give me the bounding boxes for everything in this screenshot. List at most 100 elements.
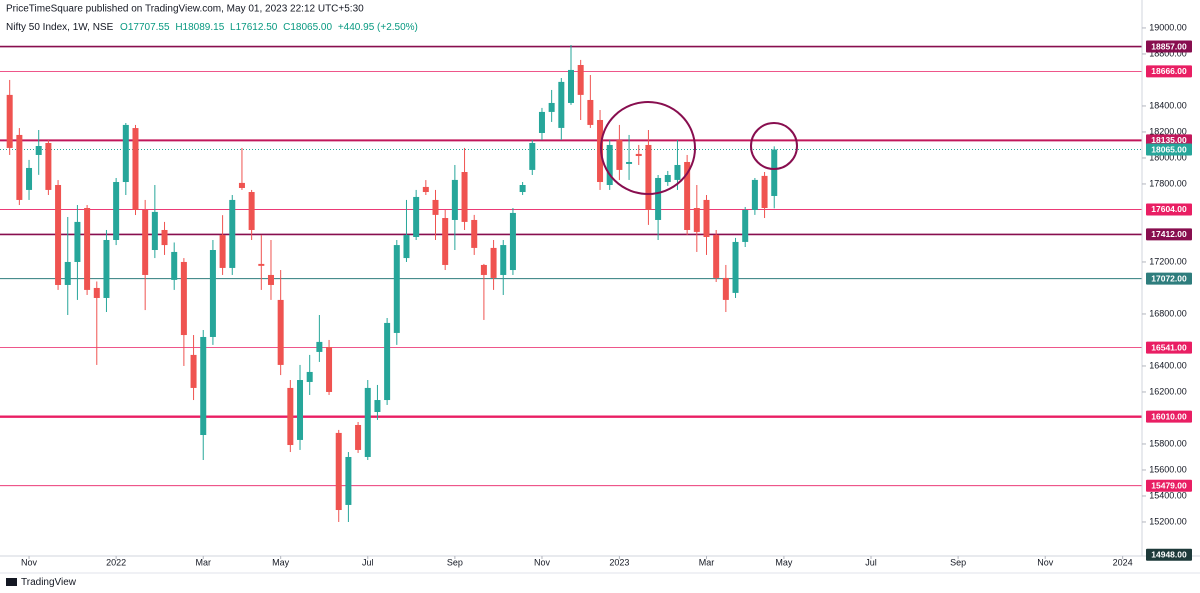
price-line-tag	[1146, 272, 1192, 285]
price-line-tag	[1146, 410, 1192, 423]
candle-body	[451, 179, 458, 220]
brand-name: TradingView	[21, 577, 77, 588]
brand-icon	[6, 578, 17, 586]
price-line-tag	[1146, 479, 1192, 492]
ohlc-change: +440.95 (+2.50%)	[338, 22, 418, 33]
price-line-label: 17072.00	[1151, 273, 1187, 283]
candle-body	[45, 143, 52, 190]
candle-body	[74, 221, 81, 262]
y-tick-label: 16200.00	[1149, 386, 1187, 396]
scale-marker-tag	[1146, 548, 1192, 561]
candle-body	[393, 245, 400, 333]
x-tick-label: 2022	[106, 557, 126, 567]
candle-body	[335, 432, 342, 511]
x-tick-label: May	[272, 557, 290, 567]
candle-body	[64, 261, 71, 285]
price-line-label: 15479.00	[1151, 480, 1187, 490]
y-tick-label: 15200.00	[1149, 516, 1187, 526]
x-tick-label: Mar	[699, 557, 715, 567]
candle-body	[258, 263, 265, 266]
x-tick-label: Jul	[362, 557, 374, 567]
candle-body	[490, 247, 497, 278]
candle-body	[16, 134, 23, 200]
candle-body	[509, 212, 516, 271]
candle-body	[229, 199, 236, 268]
candle-body	[209, 250, 216, 337]
candle-body	[577, 65, 584, 95]
candle-body	[297, 380, 304, 440]
ohlc-open: O17707.55	[120, 22, 170, 33]
price-line-tag	[1146, 65, 1192, 78]
candle-body	[684, 161, 691, 230]
ohlc-high: H18089.15	[175, 22, 224, 33]
candle-body	[316, 341, 323, 352]
x-tick-label: Nov	[534, 557, 551, 567]
price-line-tag	[1146, 341, 1192, 354]
candle-body	[190, 354, 197, 388]
candle-body	[267, 274, 274, 285]
candle-body	[248, 192, 255, 230]
last-price-tag	[1146, 143, 1192, 156]
y-tick-label: 17800.00	[1149, 178, 1187, 188]
candle-body	[374, 400, 381, 412]
candle-body	[529, 143, 536, 170]
candle-body	[500, 245, 507, 275]
publisher-line: PriceTimeSquare published on TradingView…	[6, 4, 364, 15]
price-line-tag	[1146, 134, 1192, 147]
price-line-label: 17412.00	[1151, 229, 1187, 239]
candle-body	[548, 102, 555, 112]
candle-body	[151, 211, 158, 251]
candle-body	[480, 264, 487, 275]
plot-area	[0, 44, 1142, 522]
candle-body	[84, 208, 91, 290]
price-line-tag	[1146, 40, 1192, 53]
candle-body	[732, 241, 739, 293]
price-line-tag	[1146, 228, 1192, 241]
candle-body	[538, 111, 545, 133]
candle-body	[771, 149, 778, 196]
candle-body	[606, 144, 613, 185]
y-tick-label: 15400.00	[1149, 490, 1187, 500]
candle-body	[519, 185, 526, 193]
candle-body	[432, 199, 439, 215]
annotation-circle	[600, 101, 696, 195]
candle-body	[364, 387, 371, 457]
candle-body	[200, 336, 207, 436]
y-tick-label: 17200.00	[1149, 256, 1187, 266]
x-tick-label: Sep	[950, 557, 966, 567]
candle-body	[626, 161, 633, 164]
last-price-label: 18065.00	[1151, 144, 1187, 154]
candle-body	[713, 234, 720, 278]
candle-body	[180, 261, 187, 336]
candle-body	[751, 179, 758, 210]
x-tick-label: Sep	[447, 557, 463, 567]
candle-body	[655, 177, 662, 220]
y-tick-label: 18400.00	[1149, 100, 1187, 110]
candle-body	[287, 387, 294, 446]
x-tick-label: 2023	[609, 557, 629, 567]
y-tick-label: 15600.00	[1149, 464, 1187, 474]
y-tick-label: 16800.00	[1149, 308, 1187, 318]
candle-body	[558, 81, 565, 128]
y-tick-label: 15800.00	[1149, 438, 1187, 448]
candle-body	[306, 371, 313, 382]
scale-marker-label: 14948.00	[1151, 549, 1187, 559]
y-tick-label: 18800.00	[1149, 48, 1187, 58]
price-line-label: 18135.00	[1151, 135, 1187, 145]
candle-body	[722, 277, 729, 300]
x-tick-label: Nov	[21, 557, 38, 567]
candle-body	[6, 94, 13, 148]
candle-body	[616, 140, 623, 170]
symbol-header: Nifty 50 Index, 1W, NSE O17707.55 H18089…	[6, 22, 418, 33]
y-tick-label: 18200.00	[1149, 126, 1187, 136]
candle-body	[384, 322, 391, 401]
x-tick-label: Mar	[195, 557, 211, 567]
candle-body	[171, 251, 178, 280]
candle-body	[587, 99, 594, 125]
price-line-label: 17604.00	[1151, 204, 1187, 214]
candle-body	[103, 239, 110, 298]
candle-body	[471, 219, 478, 248]
x-tick-label: Nov	[1037, 557, 1054, 567]
